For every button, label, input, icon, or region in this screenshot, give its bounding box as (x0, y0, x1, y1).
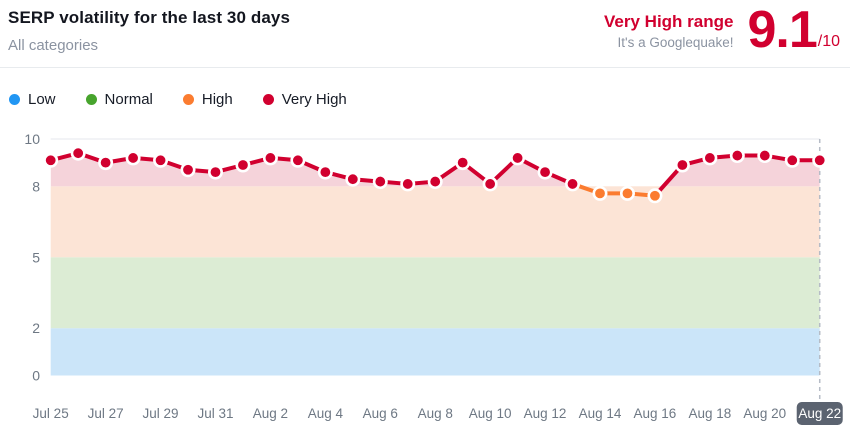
band-normal (50, 257, 820, 329)
legend-dot-icon (9, 93, 20, 105)
x-axis-label-aug-18: Aug 18 (688, 406, 731, 421)
y-axis-label-5: 5 (32, 249, 40, 265)
x-axis-label-aug-16: Aug 16 (634, 406, 677, 421)
header: SERP volatility for the last 30 days All… (0, 0, 850, 68)
header-left: SERP volatility for the last 30 days All… (8, 8, 290, 54)
legend-item-very-high[interactable]: Very High (262, 90, 347, 108)
data-point-aug-12[interactable] (537, 164, 553, 180)
data-point-jul-31[interactable] (207, 164, 223, 180)
legend-dot-icon (182, 93, 194, 105)
data-point-aug-15[interactable] (619, 185, 635, 201)
x-axis-label-jul-25: Jul 25 (33, 406, 69, 421)
legend-dot-icon (85, 93, 97, 105)
x-axis-label-jul-29: Jul 29 (143, 406, 179, 421)
x-axis-label-aug-14: Aug 14 (579, 406, 622, 421)
legend-item-label: Normal (104, 90, 153, 108)
x-axis-label-aug-10: Aug 10 (469, 406, 512, 421)
range-sublabel: It's a Googlequake! (617, 35, 734, 50)
data-point-aug-19[interactable] (729, 148, 745, 164)
data-point-jul-27[interactable] (98, 155, 114, 171)
data-point-aug-7[interactable] (400, 176, 416, 192)
data-point-aug-5[interactable] (345, 171, 361, 187)
data-point-aug-18[interactable] (702, 150, 718, 166)
x-axis-label-jul-27: Jul 27 (88, 406, 124, 421)
y-axis-label-2: 2 (32, 320, 40, 336)
data-point-aug-2[interactable] (262, 150, 278, 166)
score-suffix: /10 (817, 33, 840, 50)
data-point-aug-21[interactable] (784, 152, 800, 168)
data-point-aug-9[interactable] (455, 155, 471, 171)
volatility-chart: 0 2 5 8 10 Jul 25 Jul 27 Jul 29 Jul 31 Aug 2 Aug 4… (0, 125, 850, 435)
band-high (50, 186, 820, 258)
data-point-aug-1[interactable] (235, 157, 251, 173)
x-axis-label-aug-2: Aug 2 (253, 406, 288, 421)
band-low (50, 328, 820, 376)
data-point-aug-6[interactable] (372, 174, 388, 190)
data-point-jul-29[interactable] (153, 152, 169, 168)
data-point-aug-13[interactable] (565, 176, 581, 192)
score-block: Very High range It's a Googlequake! 9.1 … (604, 1, 842, 59)
volatility-score: 9.1 /10 (747, 1, 840, 59)
legend-item-label: Low (28, 90, 56, 108)
data-point-aug-22[interactable] (812, 152, 828, 168)
data-point-aug-8[interactable] (427, 174, 443, 190)
legend-dot-icon (262, 93, 274, 105)
y-axis-label-0: 0 (32, 368, 40, 384)
data-point-aug-14[interactable] (592, 185, 608, 201)
data-point-aug-3[interactable] (290, 152, 306, 168)
data-point-aug-11[interactable] (510, 150, 526, 166)
score-value: 9.1 (747, 1, 817, 59)
legend-item-normal[interactable]: Normal (85, 90, 153, 108)
data-point-jul-30[interactable] (180, 162, 196, 178)
legend: Low Normal High Very High (0, 90, 850, 108)
y-axis-label-10: 10 (24, 131, 40, 147)
data-point-jul-25[interactable] (43, 152, 59, 168)
y-axis-label-8: 8 (32, 178, 40, 194)
x-axis-label-aug-12: Aug 12 (524, 406, 567, 421)
data-point-aug-17[interactable] (674, 157, 690, 173)
legend-item-low[interactable]: Low (9, 91, 56, 108)
data-point-jul-26[interactable] (70, 145, 86, 161)
data-point-aug-20[interactable] (757, 148, 773, 164)
legend-item-label: Very High (281, 90, 347, 108)
range-label: Very High range (604, 12, 734, 31)
range-text: Very High range It's a Googlequake! (604, 8, 733, 50)
x-axis-label-aug-4: Aug 4 (308, 406, 344, 421)
data-point-jul-28[interactable] (125, 150, 141, 166)
x-axis-label-aug-6: Aug 6 (363, 406, 398, 421)
legend-item-high[interactable]: High (182, 90, 233, 108)
today-badge (796, 402, 843, 425)
data-point-aug-4[interactable] (317, 164, 333, 180)
x-axis-label-aug-20: Aug 20 (743, 406, 786, 421)
data-point-aug-10[interactable] (482, 176, 498, 192)
x-axis-label-jul-31: Jul 31 (197, 406, 233, 421)
page-title: SERP volatility for the last 30 days (8, 8, 290, 27)
today-badge-label: Aug 22 (798, 406, 841, 421)
data-point-aug-16[interactable] (647, 188, 663, 204)
category-filter-label: All categories (8, 37, 99, 54)
legend-item-label: High (201, 90, 233, 108)
x-axis-label-aug-8: Aug 8 (418, 406, 453, 421)
